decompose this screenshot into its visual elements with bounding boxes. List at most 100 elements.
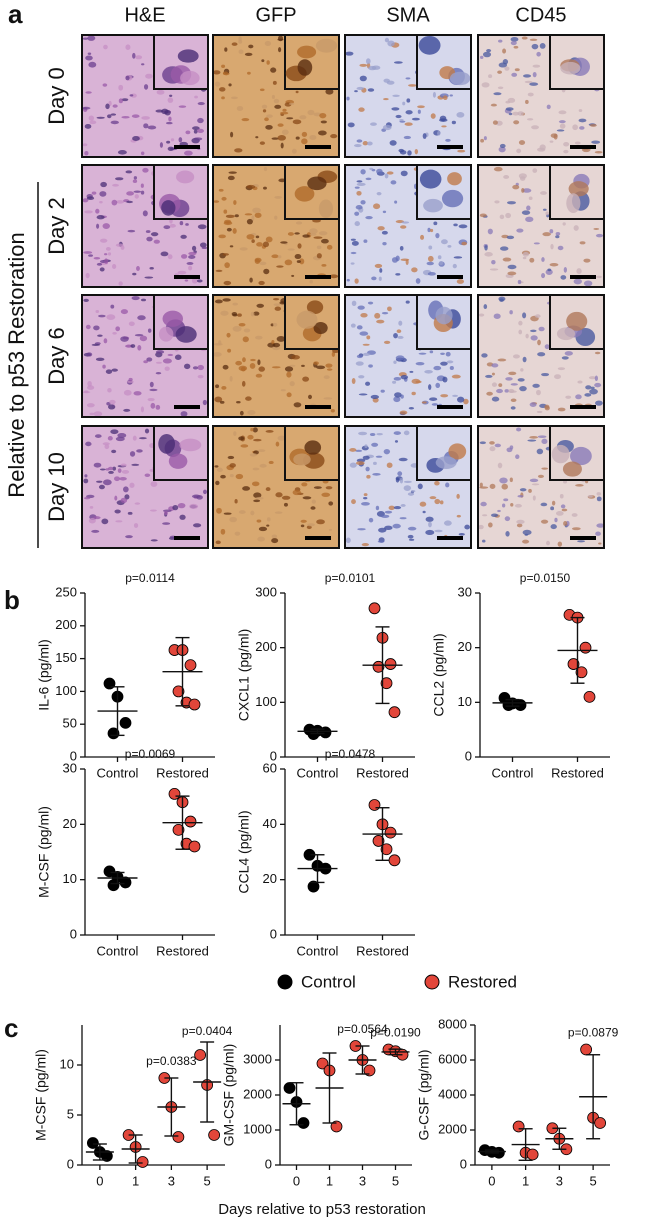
tissue-cell <box>519 385 527 392</box>
tissue-cell <box>104 444 110 450</box>
tissue-cell <box>140 183 144 188</box>
tissue-cell <box>560 275 567 280</box>
tissue-cell <box>456 111 465 118</box>
tissue-cell <box>356 190 362 196</box>
tissue-cell <box>271 538 279 544</box>
tissue-cell <box>197 128 204 134</box>
tissue-cell <box>274 195 282 199</box>
tissue-cell <box>276 265 284 268</box>
tissue-cell <box>272 322 278 327</box>
tissue-cell <box>529 257 535 263</box>
tissue-cell <box>202 399 207 406</box>
tissue-cell <box>386 462 393 468</box>
tissue-cell <box>539 42 546 49</box>
tissue-cell <box>261 59 265 63</box>
tissue-cell <box>497 86 504 90</box>
tissue-cell <box>370 394 379 400</box>
tissue-cell <box>525 216 534 223</box>
tissue-cell <box>112 264 117 270</box>
scale-bar <box>174 145 200 149</box>
tissue-cell <box>263 166 268 172</box>
data-point <box>172 685 185 698</box>
tissue-cell <box>410 490 416 493</box>
tissue-cell <box>488 522 493 528</box>
tissue-cell <box>358 375 365 379</box>
tissue-cell <box>238 436 245 441</box>
tissue-cell <box>393 431 401 435</box>
tissue-cell <box>522 188 532 193</box>
tissue-cell <box>369 167 374 171</box>
tissue-cell <box>227 455 235 460</box>
tissue-cell <box>458 224 468 229</box>
tissue-cell <box>378 276 382 281</box>
data-point <box>368 602 381 615</box>
tissue-cell <box>188 265 193 271</box>
x-tick-label: Restored <box>156 765 209 780</box>
tissue-cell <box>156 89 165 95</box>
tissue-cell <box>517 111 524 116</box>
tissue-cell <box>218 188 224 192</box>
tissue-cell <box>516 427 522 432</box>
tissue-cell <box>174 354 182 360</box>
tissue-cell <box>121 469 130 474</box>
tissue-cell <box>478 524 484 530</box>
micrograph <box>344 294 472 418</box>
tissue-cell <box>286 392 292 398</box>
tissue-cell <box>261 104 268 109</box>
tissue-cell <box>498 62 508 68</box>
tissue-cell <box>125 170 133 174</box>
tissue-cell <box>425 516 434 522</box>
tissue-cell <box>595 233 604 238</box>
tissue-cell <box>372 472 381 476</box>
tissue-cell <box>442 376 448 383</box>
tissue-cell <box>259 463 267 468</box>
tissue-cell <box>223 280 232 286</box>
y-tick-label: 30 <box>63 760 77 775</box>
tissue-cell <box>177 270 187 275</box>
tissue-cell <box>128 321 135 327</box>
tissue-cell <box>123 389 132 396</box>
tissue-cell <box>178 105 187 108</box>
tissue-cell <box>309 233 317 236</box>
tissue-cell <box>367 301 374 305</box>
tissue-cell <box>510 383 518 386</box>
tissue-cell <box>91 529 100 533</box>
tissue-cell <box>265 124 273 130</box>
tissue-cell <box>392 380 397 384</box>
tissue-cell <box>540 502 548 507</box>
tissue-cell <box>438 261 444 266</box>
column-header: SMA <box>386 4 430 26</box>
tissue-cell <box>399 410 408 415</box>
tissue-cell <box>439 500 444 505</box>
tissue-cell <box>226 332 231 338</box>
tissue-cell <box>399 120 406 123</box>
tissue-cell <box>166 121 173 125</box>
tissue-cell <box>277 123 284 127</box>
tissue-cell <box>249 363 256 369</box>
tissue-cell <box>242 336 249 343</box>
tissue-cell <box>87 52 92 55</box>
tissue-cell <box>596 523 605 528</box>
tissue-cell <box>241 117 250 122</box>
tissue-cell <box>230 131 234 138</box>
y-tick-label: 0 <box>70 926 77 941</box>
tissue-cell <box>147 328 152 333</box>
scale-bar <box>570 405 596 409</box>
tissue-cell <box>484 252 493 257</box>
tissue-cell <box>355 449 363 452</box>
tissue-cell <box>589 388 598 395</box>
tissue-cell <box>155 109 164 113</box>
tissue-cell <box>273 303 281 306</box>
tissue-cell <box>598 542 602 545</box>
tissue-cell <box>235 360 242 366</box>
tissue-cell <box>445 138 451 142</box>
tissue-cell <box>229 463 236 468</box>
tissue-cell <box>563 141 570 147</box>
tissue-cell <box>106 314 116 320</box>
tissue-cell <box>193 137 203 141</box>
tissue-cell <box>546 104 551 110</box>
tissue-cell <box>258 526 268 532</box>
tissue-cell <box>114 495 118 501</box>
tissue-cell <box>309 228 318 235</box>
